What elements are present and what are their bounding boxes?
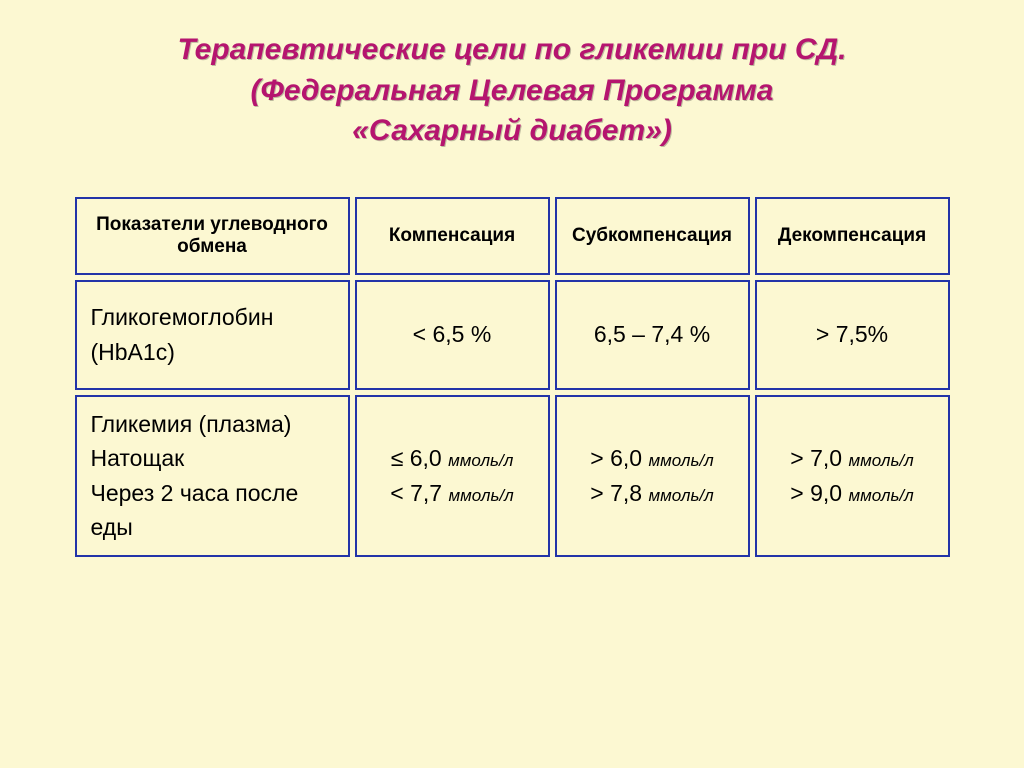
title-line-3: «Сахарный диабет») [352,114,672,147]
table-header-row: Показатели углеводного обмена Компенсаци… [75,197,950,275]
value-text: > 7,0 [790,445,842,471]
label-text: Натощак [91,445,185,471]
label-text: Гликемия (плазма) [91,411,292,437]
glycemia-compensation: ≤ 6,0 ммоль/л < 7,7 ммоль/л [355,395,550,557]
header-indicator: Показатели углеводного обмена [75,197,350,275]
row-label-glycemia: Гликемия (плазма) Натощак Через 2 часа п… [75,395,350,557]
value-text: > 9,0 [790,480,842,506]
slide: Терапевтические цели по гликемии при СД.… [0,0,1024,768]
value-text: > 6,0 [590,445,642,471]
row-label-hba1c: Гликогемоглобин (НbА1с) [75,280,350,390]
title-line-2: (Федеральная Целевая Программа [251,74,774,107]
unit-text: ммоль/л [448,486,513,505]
value-text: > 7,8 [590,480,642,506]
hba1c-compensation: < 6,5 % [355,280,550,390]
label-text: (НbА1с) [91,339,175,365]
slide-title: Терапевтические цели по гликемии при СД.… [60,30,964,152]
unit-text: ммоль/л [848,451,913,470]
hba1c-decompensation: > 7,5% [755,280,950,390]
unit-text: ммоль/л [848,486,913,505]
unit-text: ммоль/л [448,451,513,470]
unit-text: ммоль/л [648,451,713,470]
label-text: Гликогемоглобин [91,304,274,330]
header-subcompensation: Субкомпенсация [555,197,750,275]
title-line-1: Терапевтические цели по гликемии при СД. [177,33,846,66]
unit-text: ммоль/л [648,486,713,505]
glycemia-subcompensation: > 6,0 ммоль/л > 7,8 ммоль/л [555,395,750,557]
header-compensation: Компенсация [355,197,550,275]
hba1c-subcompensation: 6,5 – 7,4 % [555,280,750,390]
header-decompensation: Декомпенсация [755,197,950,275]
table-row: Гликогемоглобин (НbА1с) < 6,5 % 6,5 – 7,… [75,280,950,390]
glycemia-table: Показатели углеводного обмена Компенсаци… [70,192,955,562]
table-row: Гликемия (плазма) Натощак Через 2 часа п… [75,395,950,557]
value-text: ≤ 6,0 [391,445,442,471]
glycemia-decompensation: > 7,0 ммоль/л > 9,0 ммоль/л [755,395,950,557]
value-text: < 7,7 [390,480,442,506]
label-text: Через 2 часа после еды [91,480,299,541]
